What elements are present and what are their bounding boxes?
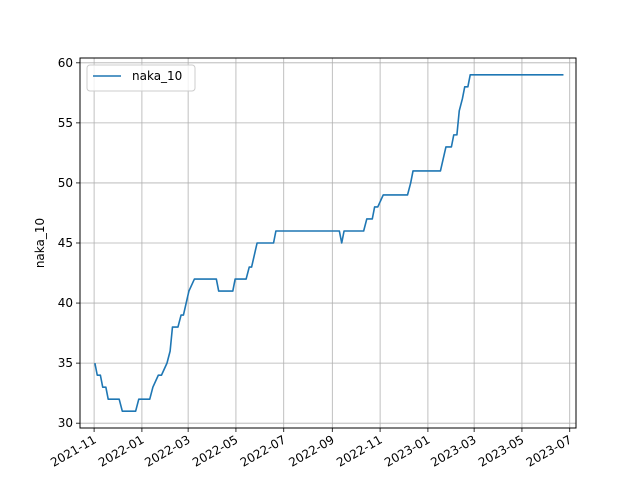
legend: naka_10 [86,64,196,92]
y-tick-label: 50 [58,176,73,190]
y-tick-label: 40 [58,296,73,310]
series-line-naka-10 [94,74,564,412]
y-tick-label: 30 [58,416,73,430]
y-tick-label: 55 [58,116,73,130]
plot-area-frame [79,57,577,429]
legend-label-naka-10: naka_10 [132,69,182,83]
y-tick-label: 60 [58,56,73,70]
y-gridlines [80,62,576,424]
y-axis-ticks: 30 35 40 45 50 55 60 [58,56,80,430]
y-tick-label: 45 [58,236,73,250]
y-tick-label: 35 [58,356,73,370]
series-layer [94,74,564,412]
legend-box [86,64,196,92]
y-axis-label: naka_10 [33,218,47,268]
